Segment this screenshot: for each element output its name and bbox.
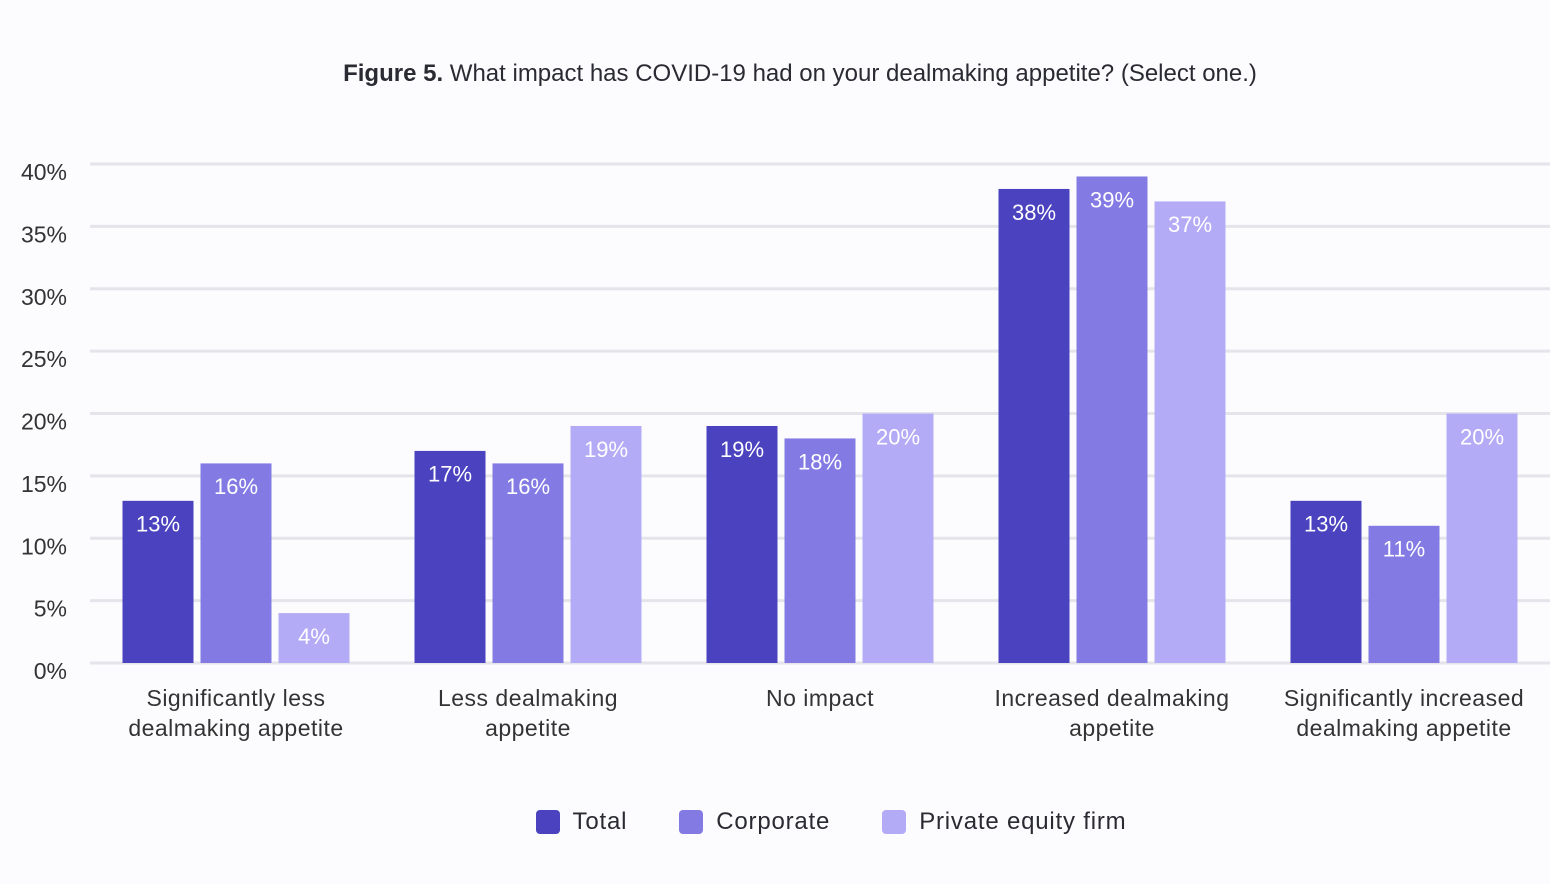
data-label: 16%: [506, 474, 550, 499]
data-label: 20%: [876, 424, 920, 449]
y-tick-label: 10%: [21, 533, 67, 559]
y-tick-label: 25%: [21, 346, 67, 372]
bar: [278, 613, 350, 663]
bar: [1076, 176, 1148, 663]
data-label: 4%: [298, 624, 330, 649]
data-label: 19%: [584, 437, 628, 462]
bar: [862, 413, 934, 663]
x-tick-label: No impact: [765, 685, 875, 711]
legend-swatch: [679, 810, 704, 834]
data-label: 13%: [1304, 512, 1348, 537]
data-label: 20%: [1460, 424, 1504, 449]
y-tick-label: 40%: [21, 159, 67, 185]
x-tick-label: Significantly less dealmaking appetite: [128, 685, 344, 741]
bar: [1446, 413, 1518, 663]
x-tick-label: Increased dealmaking appetite: [994, 685, 1230, 741]
data-label: 11%: [1383, 537, 1425, 562]
y-tick-label: 20%: [21, 409, 67, 435]
legend-swatch: [535, 810, 560, 834]
bar: [1290, 500, 1362, 663]
data-label: 37%: [1168, 212, 1212, 237]
bar: [570, 425, 642, 663]
bar: [1368, 525, 1440, 663]
legend: Total Corporate Private equity firm: [0, 808, 1550, 836]
y-tick-label: 5%: [34, 596, 67, 622]
legend-item: Private equity firm: [882, 808, 1126, 836]
bar: [414, 450, 486, 663]
bar: [492, 463, 564, 663]
title-prefix: Figure 5.: [343, 60, 444, 87]
bar: [784, 438, 856, 663]
x-tick-label: Significantly increased dealmaking appet…: [1283, 685, 1525, 741]
y-tick-label: 15%: [21, 471, 67, 497]
legend-label: Total: [572, 808, 628, 835]
legend-label: Private equity firm: [919, 808, 1127, 835]
chart-title: Figure 5. What impact has COVID-19 had o…: [0, 60, 1550, 88]
legend-label: Corporate: [716, 808, 831, 835]
bar: [706, 425, 778, 663]
data-label: 18%: [798, 449, 842, 474]
bar: [1154, 201, 1226, 664]
legend-swatch: [882, 810, 907, 834]
bar: [200, 463, 272, 663]
y-tick-label: 0%: [34, 658, 67, 684]
legend-item: Total: [535, 808, 628, 836]
data-label: 19%: [720, 437, 764, 462]
title-text: What impact has COVID-19 had on your dea…: [449, 60, 1257, 87]
legend-item: Corporate: [679, 808, 830, 836]
bar: [998, 188, 1070, 663]
data-label: 16%: [214, 474, 258, 499]
data-label: 38%: [1012, 200, 1056, 225]
y-tick-label: 30%: [21, 284, 67, 310]
bar: [122, 500, 194, 663]
data-label: 39%: [1090, 187, 1134, 212]
data-label: 17%: [428, 462, 472, 487]
data-label: 13%: [136, 512, 180, 537]
y-tick-label: 35%: [21, 221, 67, 247]
x-tick-label: Less dealmaking appetite: [437, 685, 619, 741]
